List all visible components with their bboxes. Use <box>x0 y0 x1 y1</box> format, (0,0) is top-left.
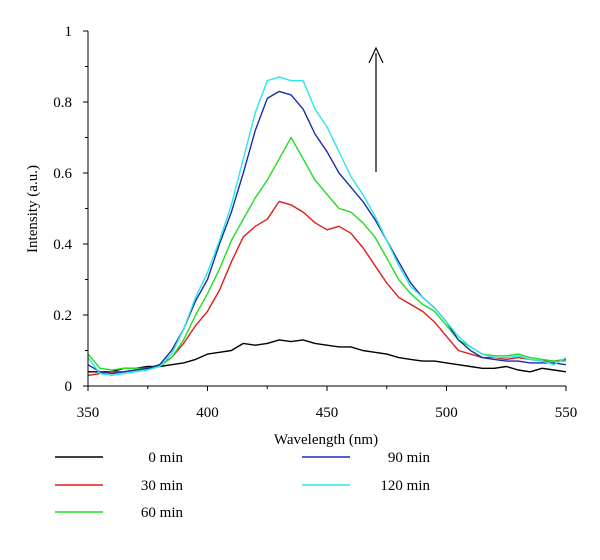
y-tick-label: 0.8 <box>53 95 72 111</box>
x-tick-label: 400 <box>196 405 219 421</box>
legend-label: 120 min <box>380 478 430 494</box>
series-line-60-min <box>87 136 566 371</box>
series-line-120-min <box>87 76 567 377</box>
legend-label: 90 min <box>388 450 431 466</box>
legend-item: 60 min <box>55 505 183 521</box>
y-tick-label: 0.4 <box>53 237 72 253</box>
axes: 0 0.2 0.4 0.6 0.8 1 350 400 450 500 550 <box>53 24 577 421</box>
y-tick-label: 0.2 <box>53 308 72 324</box>
y-tick-label: 1 <box>65 24 73 40</box>
x-tick-label: 500 <box>435 405 458 421</box>
legend: 0 min 30 min 60 min 90 min 120 min <box>55 450 430 521</box>
series-line-30-min <box>87 200 567 377</box>
series-line-0-min <box>88 339 567 373</box>
x-tick-label: 350 <box>77 405 100 421</box>
x-axis-title: Wavelength (nm) <box>274 432 378 448</box>
legend-item: 90 min <box>302 450 430 466</box>
x-tick-label: 550 <box>555 405 578 421</box>
plot-area <box>87 76 567 377</box>
legend-label: 30 min <box>141 478 184 494</box>
legend-label: 0 min <box>148 450 183 466</box>
y-tick-label: 0.6 <box>53 166 72 182</box>
legend-item: 30 min <box>55 478 183 494</box>
arrow-head <box>368 46 384 64</box>
increase-arrow <box>368 46 384 172</box>
y-axis-title: Intensity (a.u.) <box>25 165 41 253</box>
legend-label: 60 min <box>141 505 184 521</box>
y-tick-label: 0 <box>65 379 73 395</box>
x-tick-label: 450 <box>316 405 339 421</box>
legend-item: 120 min <box>302 478 430 494</box>
legend-item: 0 min <box>55 450 183 466</box>
series-line-90-min <box>87 90 567 375</box>
